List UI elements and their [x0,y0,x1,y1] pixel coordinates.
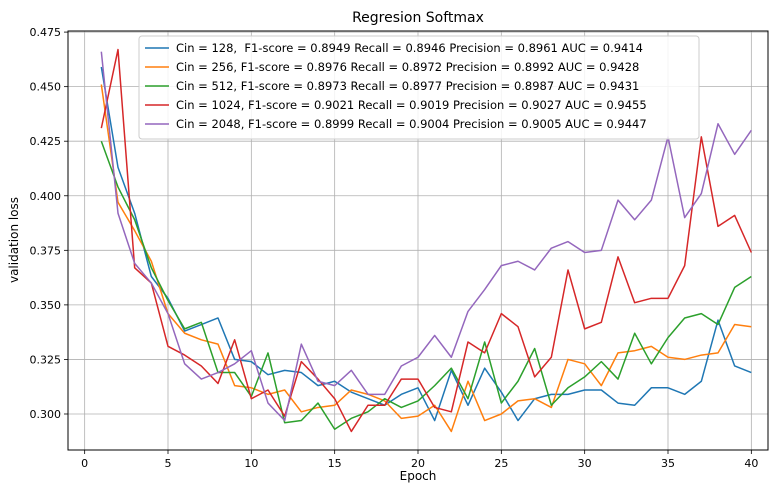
chart-title: Regresion Softmax [352,10,484,26]
legend-entry: Cin = 1024, F1-score = 0.9021 Recall = 0… [176,98,647,112]
y-tick-label: 0.350 [30,299,62,312]
y-ticks: 0.300 0.325 0.350 0.375 0.400 0.425 0.450 0.475 [30,26,68,421]
legend-entry: Cin = 256, F1-score = 0.8976 Recall = 0.… [176,60,639,74]
y-axis-label: validation loss [7,197,21,283]
x-tick-label: 25 [494,457,508,470]
legend-entry: Cin = 2048, F1-score = 0.8999 Recall = 0… [176,117,647,131]
legend: Cin = 128, F1-score = 0.8949 Recall = 0.… [138,35,700,140]
x-axis-label: Epoch [400,469,437,483]
x-tick-label: 10 [244,457,258,470]
y-tick-label: 0.400 [30,190,62,203]
y-tick-label: 0.375 [30,244,62,257]
legend-entry: Cin = 512, F1-score = 0.8973 Recall = 0.… [176,79,639,93]
series-line-4 [100,51,752,422]
x-tick-label: 15 [328,457,342,470]
series-line-3 [100,48,753,433]
series-line-0 [100,66,752,422]
y-tick-label: 0.325 [30,353,62,366]
x-tick-label: 35 [661,457,675,470]
legend-box [138,35,700,140]
x-tick-label: 5 [165,457,172,470]
y-tick-label: 0.425 [30,135,62,148]
y-tick-label: 0.300 [30,408,62,421]
plot-lines [100,48,753,433]
y-tick-label: 0.475 [30,26,62,39]
legend-entry: Cin = 128, F1-score = 0.8949 Recall = 0.… [176,41,643,55]
x-tick-label: 40 [744,457,758,470]
x-tick-label: 30 [578,457,592,470]
x-ticks: 0 5 10 15 20 25 30 35 40 [81,450,758,470]
x-tick-label: 0 [81,457,88,470]
x-tick-label: 20 [411,457,425,470]
y-tick-label: 0.450 [30,81,62,94]
